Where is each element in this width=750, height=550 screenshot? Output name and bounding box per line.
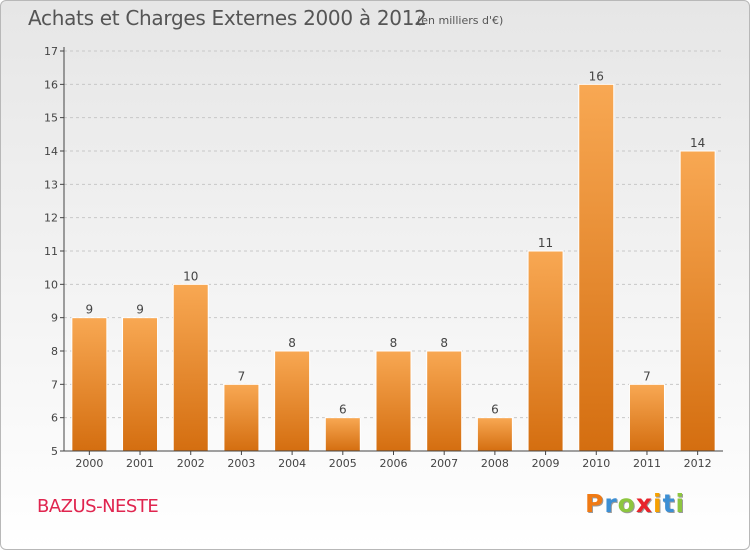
data-label: 6	[339, 403, 347, 417]
x-tick-label: 2007	[430, 457, 458, 470]
data-label: 7	[238, 369, 246, 383]
bar-2006	[375, 350, 412, 452]
data-label: 14	[690, 136, 705, 150]
y-tick-label: 10	[44, 278, 58, 291]
y-tick-label: 5	[51, 445, 58, 458]
bar-2008	[476, 417, 513, 452]
bar-2005	[324, 417, 361, 452]
chart-title: Achats et Charges Externes 2000 à 2012	[28, 6, 427, 30]
x-tick-label: 2006	[380, 457, 408, 470]
bar-2012	[679, 150, 716, 452]
data-label: 8	[390, 336, 398, 350]
data-label: 8	[440, 336, 448, 350]
data-label: 16	[589, 69, 604, 83]
x-tick-label: 2005	[329, 457, 357, 470]
logo-letter: i	[653, 489, 663, 518]
y-tick-label: 8	[51, 345, 58, 358]
data-label: 10	[183, 269, 198, 283]
logo-letter: P	[585, 489, 605, 518]
x-tick-label: 2012	[684, 457, 712, 470]
x-tick-label: 2004	[278, 457, 306, 470]
labels: 5 6 7 8 9 10 11 12 13 14 15 16 17 9 2000 9 2001 10 2002 7 20…	[44, 45, 712, 470]
x-tick-label: 2002	[177, 457, 205, 470]
bar-2011	[628, 383, 665, 452]
x-tick-label: 2011	[633, 457, 661, 470]
data-label: 7	[643, 369, 651, 383]
bar-2000	[71, 317, 108, 452]
bar-2010	[578, 83, 615, 452]
logo-letter: o	[617, 489, 636, 518]
x-tick-label: 2003	[227, 457, 255, 470]
y-tick-label: 16	[44, 78, 58, 91]
proxiti-logo: Proxiti	[585, 489, 685, 518]
logo-letter: x	[635, 489, 653, 518]
data-label: 8	[288, 336, 296, 350]
bar-2009	[527, 250, 564, 452]
bars	[71, 83, 716, 452]
bar-2004	[274, 350, 311, 452]
x-tick-label: 2000	[75, 457, 103, 470]
bar-2001	[122, 317, 159, 452]
bar-2003	[223, 383, 260, 452]
y-tick-label: 13	[44, 178, 58, 191]
y-tick-label: 14	[44, 145, 58, 158]
y-tick-label: 12	[44, 212, 58, 225]
y-tick-label: 11	[44, 245, 58, 258]
bar-2002	[172, 283, 209, 452]
x-tick-label: 2009	[532, 457, 560, 470]
commune-name: BAZUS-NESTE	[37, 496, 159, 517]
data-label: 11	[538, 236, 553, 250]
bar-2007	[426, 350, 463, 452]
axes	[60, 47, 723, 455]
logo-letter: r	[604, 489, 618, 518]
y-tick-label: 9	[51, 312, 58, 325]
data-label: 9	[86, 303, 94, 317]
y-tick-label: 15	[44, 112, 58, 125]
y-tick-label: 17	[44, 45, 58, 58]
data-label: 9	[136, 303, 144, 317]
x-tick-label: 2010	[582, 457, 610, 470]
y-tick-label: 6	[51, 412, 58, 425]
y-tick-label: 7	[51, 378, 58, 391]
data-label: 6	[491, 403, 499, 417]
logo-letter: i	[675, 489, 686, 518]
x-tick-label: 2008	[481, 457, 509, 470]
x-tick-label: 2001	[126, 457, 154, 470]
chart-unit: (en milliers d'€)	[417, 14, 504, 27]
logo-letter: t	[662, 489, 676, 518]
